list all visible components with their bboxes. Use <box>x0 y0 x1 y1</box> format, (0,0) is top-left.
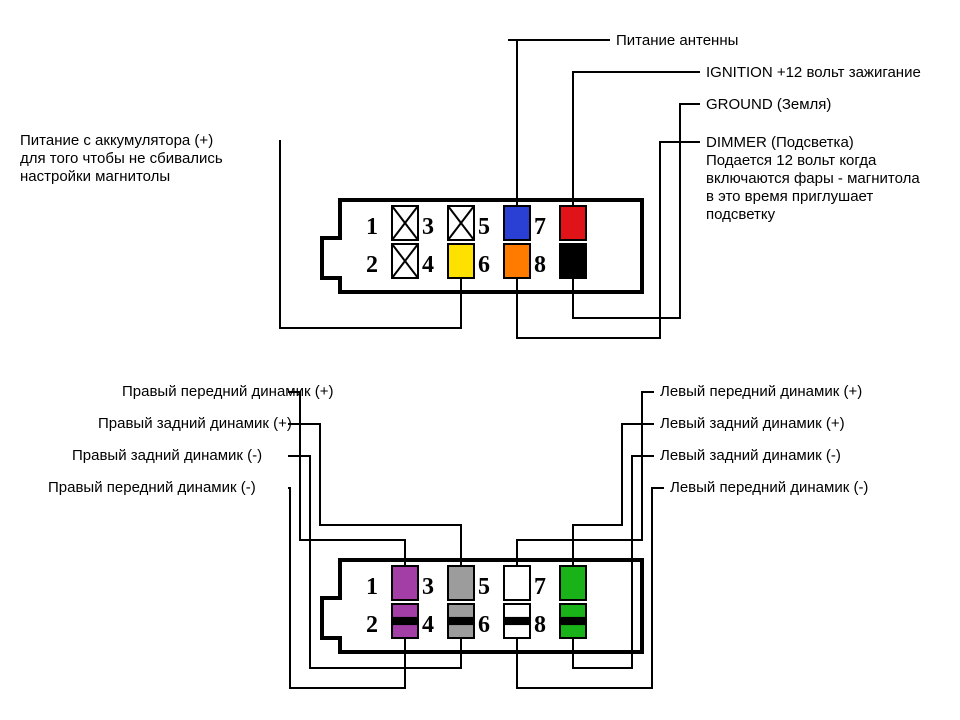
svg-text:1: 1 <box>366 214 378 240</box>
label-top-left: Питание с аккумулятора (+)для того чтобы… <box>20 132 223 185</box>
label-top-r2: IGNITION +12 вольт зажигание <box>706 64 921 81</box>
svg-text:7: 7 <box>534 214 546 240</box>
svg-text:3: 3 <box>422 574 434 600</box>
svg-text:2: 2 <box>366 252 378 278</box>
svg-text:7: 7 <box>534 574 546 600</box>
label-bot-l2: Правый задний динамик (+) <box>98 415 292 432</box>
label-top-r4: DIMMER (Подсветка)Подается 12 вольт когд… <box>706 134 920 223</box>
label-bot-r2: Левый задний динамик (+) <box>660 415 845 432</box>
label-bot-r3: Левый задний динамик (-) <box>660 447 841 464</box>
label-top-r3: GROUND (Земля) <box>706 96 831 113</box>
label-bot-r4: Левый передний динамик (-) <box>670 479 868 496</box>
svg-text:8: 8 <box>534 612 546 638</box>
label-top-r1: Питание антенны <box>616 32 738 49</box>
wiring-diagram: 1 3 5 7 2 4 6 8 Питание антенны IGNITION +12 воль… <box>0 0 960 720</box>
svg-text:5: 5 <box>478 574 490 600</box>
svg-text:3: 3 <box>422 214 434 240</box>
svg-text:8: 8 <box>534 252 546 278</box>
svg-text:2: 2 <box>366 612 378 638</box>
svg-text:6: 6 <box>478 252 490 278</box>
label-bot-l3: Правый задний динамик (-) <box>72 447 262 464</box>
label-bot-r1: Левый передний динамик (+) <box>660 383 862 400</box>
label-bot-l1: Правый передний динамик (+) <box>122 383 333 400</box>
label-bot-l4: Правый передний динамик (-) <box>48 479 256 496</box>
svg-text:6: 6 <box>478 612 490 638</box>
svg-text:5: 5 <box>478 214 490 240</box>
svg-text:4: 4 <box>422 612 434 638</box>
svg-text:1: 1 <box>366 574 378 600</box>
svg-text:4: 4 <box>422 252 434 278</box>
